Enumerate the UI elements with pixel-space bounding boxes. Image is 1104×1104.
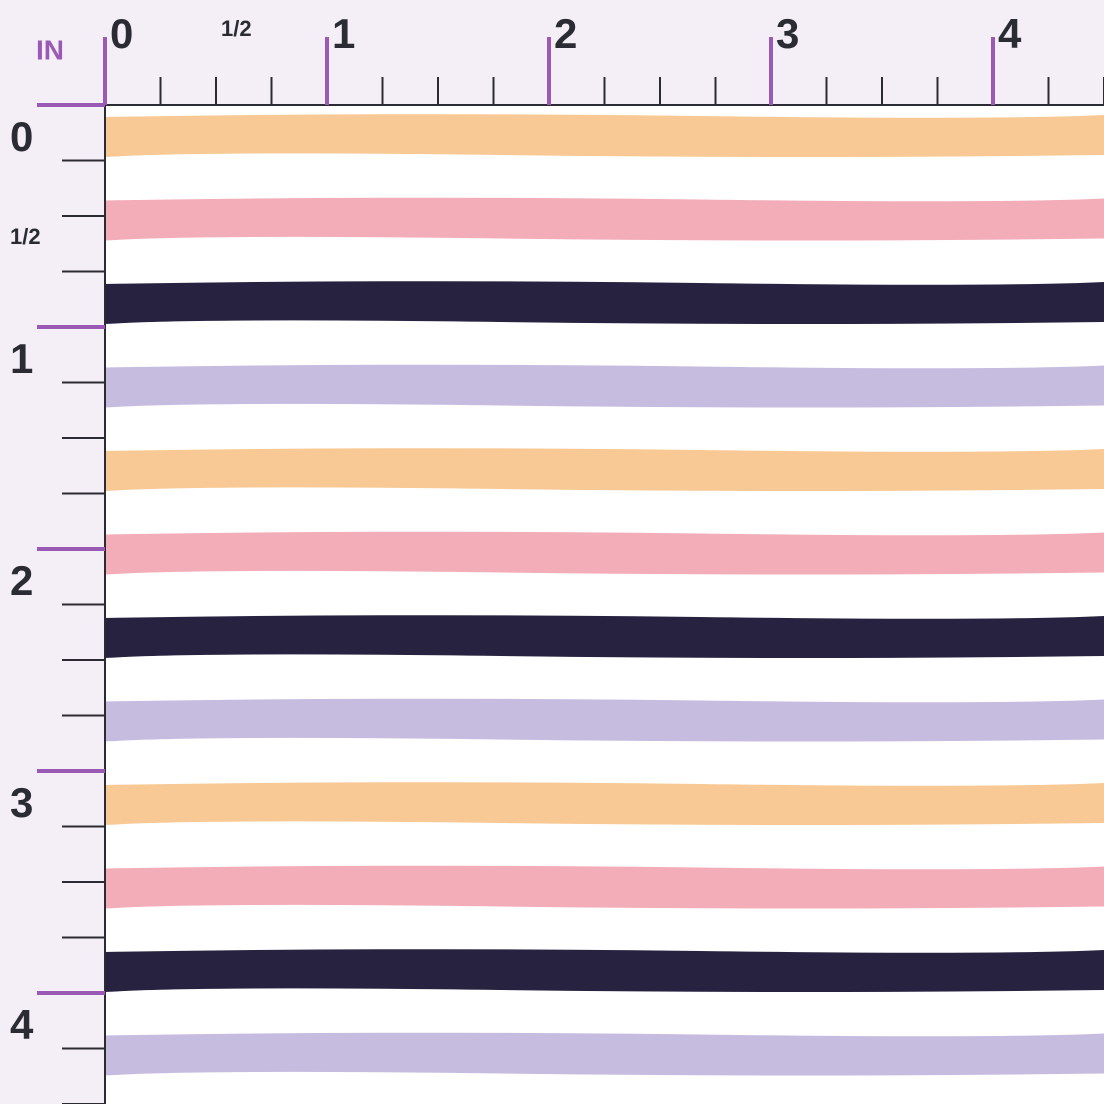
stripe: [105, 114, 1104, 157]
top-ruler-label: 3: [776, 10, 799, 57]
stripe: [105, 615, 1104, 658]
stripe: [105, 698, 1104, 742]
top-ruler-label: 1/2: [221, 16, 252, 41]
left-ruler-label: 2: [10, 557, 33, 604]
stripe: [105, 448, 1104, 491]
top-ruler-label: 0: [110, 10, 133, 57]
stripe: [105, 531, 1104, 575]
stripe: [105, 1032, 1104, 1076]
ruler-ticks: [37, 37, 1104, 1104]
stripe: [105, 364, 1104, 408]
unit-label: IN: [36, 34, 64, 65]
top-ruler-label: 4: [998, 10, 1022, 57]
left-ruler-label: 1/2: [10, 224, 41, 249]
left-ruler-label: 0: [10, 113, 33, 160]
left-ruler-label: 4: [10, 1001, 34, 1048]
stripe-pattern: [105, 114, 1104, 1076]
stripe: [105, 949, 1104, 992]
left-ruler-label: 1: [10, 335, 33, 382]
left-ruler-label: 3: [10, 779, 33, 826]
stripe: [105, 281, 1104, 324]
stripe: [105, 865, 1104, 909]
fabric-swatch: [105, 105, 1104, 1104]
top-ruler-label: 1: [332, 10, 355, 57]
stripe: [105, 197, 1104, 241]
stripe: [105, 782, 1104, 825]
top-ruler-label: 2: [554, 10, 577, 57]
